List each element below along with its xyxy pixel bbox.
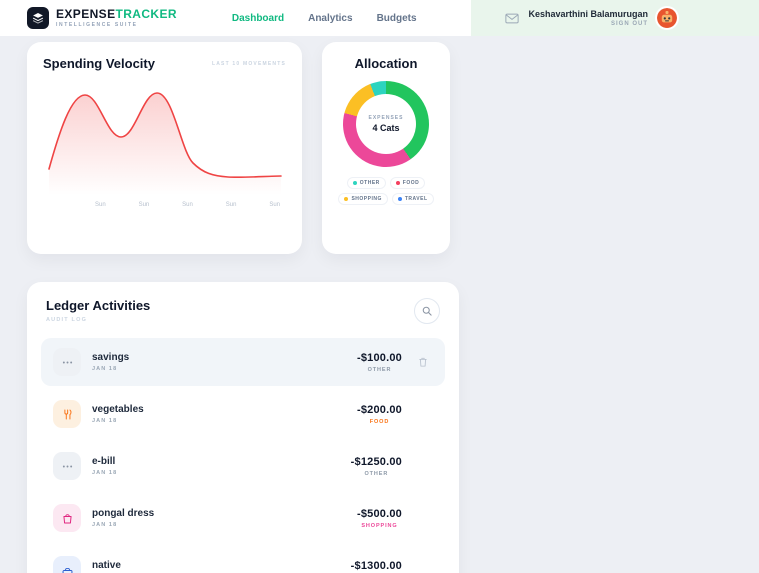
donut-center: EXPENSES 4 Cats — [356, 94, 416, 154]
velocity-title: Spending Velocity — [43, 56, 155, 71]
row-text: pongal dress JAN 18 — [92, 508, 154, 528]
transaction-amount: -$100.00 — [356, 351, 402, 364]
legend-item-travel: TRAVEL — [391, 193, 434, 205]
sign-out-button[interactable]: SIGN OUT — [610, 21, 648, 27]
row-text: native JAN 18 — [92, 560, 121, 573]
search-button[interactable] — [414, 298, 440, 324]
transaction-amount: -$500.00 — [356, 507, 402, 520]
transaction-category: OTHER — [367, 366, 392, 373]
utensils-icon — [53, 400, 81, 428]
ledger-row[interactable]: e-bill JAN 18 -$1250.00 OTHER — [41, 442, 445, 490]
app-title: EXPENSETRACKER — [56, 7, 177, 21]
amount-block: -$100.00 OTHER — [357, 352, 402, 373]
ledger-row[interactable]: native JAN 18 -$1300.00 TRAVEL — [41, 546, 445, 573]
legend-label: SHOPPING — [351, 196, 382, 202]
ledger-subtitle: AUDIT LOG — [46, 317, 88, 323]
ledger-row[interactable]: savings JAN 18 -$100.00 OTHER — [41, 338, 445, 386]
row-text: vegetables JAN 18 — [92, 404, 144, 424]
dashboard-main: Spending Velocity LAST 10 MOVEMENTS Sun — [0, 36, 759, 573]
ellipsis-icon — [53, 348, 81, 376]
top-bar: EXPENSETRACKER INTELLIGENCE SUITE Dashbo… — [0, 0, 759, 36]
transaction-amount: -$1250.00 — [350, 455, 402, 468]
transaction-name: pongal dress — [92, 508, 155, 519]
allocation-legend: OTHER FOOD SHOPPING TRAVEL — [330, 177, 442, 205]
main-nav: Dashboard Analytics Budgets — [177, 0, 472, 36]
amount-block: -$1250.00 OTHER — [351, 456, 402, 477]
allocation-donut-chart: EXPENSES 4 Cats — [343, 81, 429, 167]
ledger-row[interactable]: pongal dress JAN 18 -$500.00 SHOPPING — [41, 494, 445, 542]
search-icon — [421, 305, 433, 317]
allocation-card: Allocation EXPENSES 4 Cats OTHER — [322, 42, 450, 254]
nav-budgets[interactable]: Budgets — [376, 12, 417, 24]
legend-dot — [344, 197, 349, 201]
transaction-amount: -$200.00 — [356, 403, 402, 416]
legend-label: TRAVEL — [404, 196, 428, 202]
user-meta: Keshavarthini Balamurugan SIGN OUT — [528, 9, 648, 27]
legend-label: OTHER — [359, 180, 380, 186]
transaction-name: native — [92, 560, 121, 571]
legend-item-other: OTHER — [346, 177, 386, 189]
velocity-x-axis: Sun Sun Sun Sun Sun — [95, 202, 280, 208]
transaction-date: JAN 18 — [92, 366, 118, 372]
layers-icon — [27, 7, 49, 29]
allocation-title: Allocation — [354, 56, 418, 71]
legend-label: FOOD — [402, 180, 420, 186]
legend-dot — [352, 181, 357, 185]
transaction-name: vegetables — [92, 404, 144, 415]
ledger-header: Ledger Activities AUDIT LOG — [41, 298, 445, 324]
trash-icon — [417, 356, 429, 368]
transaction-category: SHOPPING — [361, 522, 398, 529]
row-text: e-bill JAN 18 — [92, 456, 117, 476]
top-cards-row: Spending Velocity LAST 10 MOVEMENTS Sun — [27, 42, 759, 254]
ledger-title: Ledger Activities — [46, 298, 151, 313]
x-tick: Sun — [182, 202, 193, 208]
x-tick: Sun — [269, 202, 280, 208]
transaction-name: savings — [92, 352, 130, 363]
velocity-header: Spending Velocity LAST 10 MOVEMENTS — [43, 56, 286, 71]
app-logo[interactable]: EXPENSETRACKER INTELLIGENCE SUITE — [0, 0, 177, 36]
transaction-date: JAN 18 — [92, 522, 118, 528]
ellipsis-icon — [53, 452, 81, 480]
ledger-row[interactable]: vegetables JAN 18 -$200.00 FOOD — [41, 390, 445, 438]
transaction-date: JAN 18 — [92, 418, 118, 424]
amount-block: -$200.00 FOOD — [357, 404, 402, 425]
transaction-category: FOOD — [369, 418, 390, 425]
legend-dot — [395, 181, 400, 185]
velocity-subtitle: LAST 10 MOVEMENTS — [211, 61, 286, 67]
row-text: savings JAN 18 — [92, 352, 129, 372]
nav-dashboard[interactable]: Dashboard — [231, 12, 285, 24]
shopping-bag-icon — [53, 504, 81, 532]
user-name: Keshavarthini Balamurugan — [528, 9, 648, 19]
legend-dot — [397, 197, 402, 201]
ledger-rows: savings JAN 18 -$100.00 OTHER — [41, 338, 445, 573]
donut-center-value: 4 Cats — [372, 123, 400, 133]
transaction-amount: -$1300.00 — [350, 559, 402, 572]
transaction-name: e-bill — [92, 456, 116, 467]
trash-slot — [413, 356, 433, 368]
ledger-activities-card: Ledger Activities AUDIT LOG — [27, 282, 459, 573]
delete-transaction-button[interactable] — [417, 356, 429, 368]
avatar[interactable] — [657, 8, 677, 28]
amount-block: -$500.00 SHOPPING — [357, 508, 402, 529]
donut-center-label: EXPENSES — [368, 115, 404, 121]
x-tick: Sun — [138, 202, 150, 208]
envelope-icon[interactable] — [505, 13, 520, 24]
x-tick: Sun — [95, 202, 106, 208]
x-tick: Sun — [225, 202, 237, 208]
transaction-date: JAN 18 — [92, 470, 118, 476]
velocity-line-chart — [48, 92, 282, 195]
spending-velocity-card: Spending Velocity LAST 10 MOVEMENTS Sun — [27, 42, 302, 254]
legend-item-shopping: SHOPPING — [338, 193, 388, 205]
nav-analytics[interactable]: Analytics — [308, 12, 353, 24]
car-icon — [53, 556, 81, 573]
legend-item-food: FOOD — [389, 177, 426, 189]
logo-text: EXPENSETRACKER INTELLIGENCE SUITE — [56, 8, 177, 28]
app-subtitle: INTELLIGENCE SUITE — [56, 22, 138, 28]
transaction-category: OTHER — [364, 470, 389, 477]
user-area: Keshavarthini Balamurugan SIGN OUT — [471, 0, 759, 36]
ledger-titles: Ledger Activities AUDIT LOG — [46, 298, 150, 323]
amount-block: -$1300.00 TRAVEL — [351, 560, 402, 573]
